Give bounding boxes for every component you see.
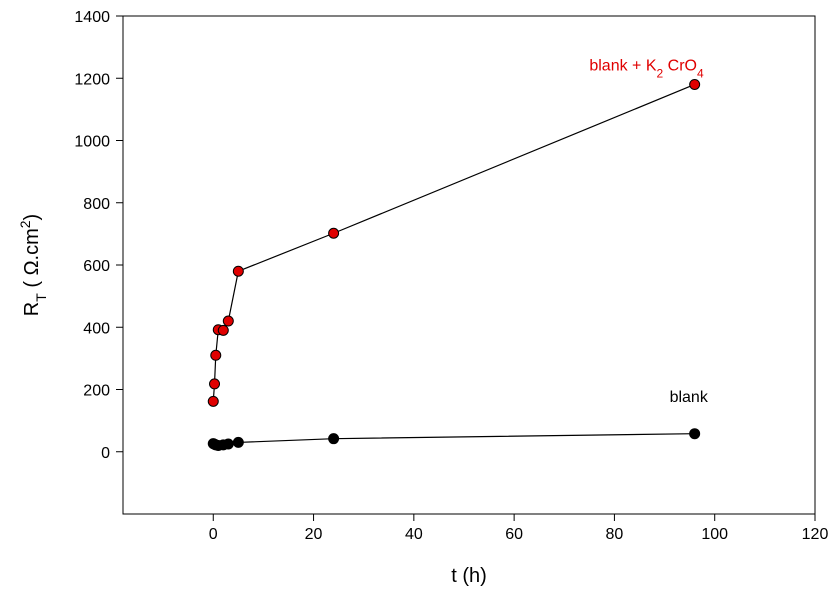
x-tick-label: 60 [505, 526, 523, 543]
series-label-part: CrO [663, 57, 697, 74]
y-tick-label: 0 [101, 445, 110, 462]
data-point [232, 436, 244, 448]
series-1: blank [207, 389, 709, 452]
y-tick-label: 1200 [74, 71, 110, 88]
y-axis-title-superscript: 2 [17, 220, 33, 228]
x-axis-title: t (h) [451, 565, 487, 587]
y-tick-label: 800 [83, 196, 110, 213]
series-label: blank [670, 389, 709, 406]
data-point [210, 349, 222, 361]
series-label-part: blank + K [589, 57, 656, 74]
data-point [232, 265, 244, 277]
x-axis-ticks: 0 20 40 60 80 100 120 [209, 514, 829, 543]
y-axis-title-subscript: T [33, 293, 49, 302]
y-axis-title-middle: ( Ω.cm [21, 228, 43, 293]
series-line [212, 433, 695, 447]
y-tick-label: 600 [83, 258, 110, 275]
x-tick-label: 80 [606, 526, 624, 543]
data-point [222, 315, 234, 327]
y-tick-label: 1400 [74, 9, 110, 26]
series-0: blank + K2 CrO4 [207, 57, 704, 407]
data-point [689, 78, 701, 90]
series-layer: blank + K2 CrO4 blank [207, 57, 709, 452]
data-point [207, 395, 219, 407]
y-tick-label: 1000 [74, 134, 110, 151]
x-tick-label: 40 [405, 526, 423, 543]
series-label-part: blank [670, 389, 709, 406]
x-tick-label: 0 [209, 526, 218, 543]
x-tick-label: 20 [305, 526, 323, 543]
series-line [212, 83, 695, 402]
y-axis-title-end: ) [21, 214, 43, 221]
data-point [328, 433, 340, 445]
data-point [217, 324, 229, 336]
x-tick-label: 100 [701, 526, 728, 543]
series-label-part: 4 [697, 66, 704, 80]
data-point [689, 428, 701, 440]
y-tick-label: 400 [83, 320, 110, 337]
series-label-part: 2 [657, 66, 664, 80]
data-point [328, 227, 340, 239]
series-label: blank + K2 CrO4 [589, 57, 704, 80]
x-tick-label: 120 [802, 526, 829, 543]
y-axis-ticks: 0 200 400 600 800 1000 1200 1400 [74, 9, 123, 462]
data-point [222, 438, 234, 450]
y-tick-label: 200 [83, 383, 110, 400]
y-axis-title: RT ( Ω.cm2) [17, 214, 49, 316]
data-point [209, 378, 221, 390]
y-axis-title-base: R [21, 302, 43, 316]
